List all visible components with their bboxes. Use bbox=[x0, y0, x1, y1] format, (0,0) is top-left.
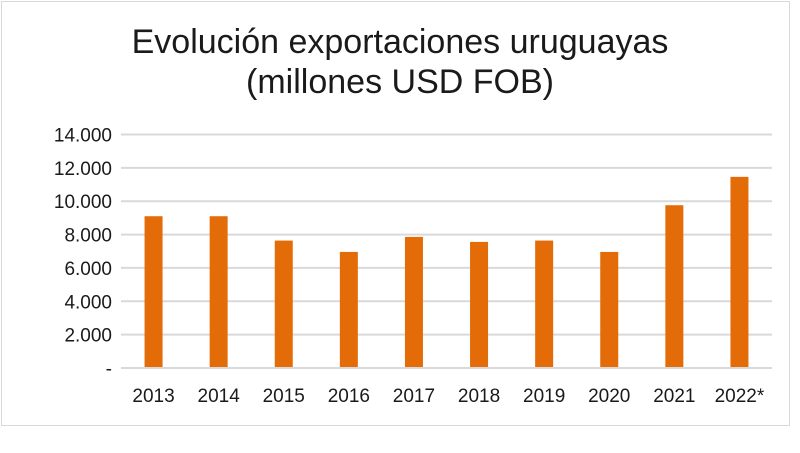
y-tick-label: 2.000 bbox=[64, 326, 112, 347]
x-tick-label: 2017 bbox=[393, 386, 435, 407]
bar-2020 bbox=[600, 251, 619, 367]
x-tick-label: 2021 bbox=[653, 386, 695, 407]
bar-2013 bbox=[144, 216, 163, 367]
x-tick-label: 2013 bbox=[132, 386, 174, 407]
y-tick-label: - bbox=[106, 359, 112, 380]
y-tick-label: 4.000 bbox=[64, 292, 112, 313]
x-tick-label: 2015 bbox=[263, 386, 305, 407]
bar-2022 bbox=[730, 176, 749, 367]
chart-title-line1: Evolución exportaciones uruguayas bbox=[131, 23, 669, 61]
bar-2021 bbox=[665, 205, 684, 367]
y-tick-label: 12.000 bbox=[54, 159, 112, 180]
chart-title-line2: (millones USD FOB) bbox=[246, 63, 554, 101]
x-tick-label: 2016 bbox=[328, 386, 370, 407]
x-tick-label: 2018 bbox=[458, 386, 500, 407]
y-tick-label: 14.000 bbox=[54, 126, 112, 147]
chart-frame bbox=[1, 1, 790, 426]
bar-2015 bbox=[274, 240, 293, 367]
bar-2019 bbox=[535, 240, 554, 367]
y-tick-label: 8.000 bbox=[64, 226, 112, 247]
bar-2018 bbox=[470, 241, 489, 367]
x-tick-label: 2014 bbox=[198, 386, 241, 407]
x-tick-label: 2020 bbox=[588, 386, 630, 407]
y-tick-label: 6.000 bbox=[64, 259, 112, 280]
chart-title: Evolución exportaciones uruguayas (millo… bbox=[0, 22, 800, 102]
bar-2014 bbox=[209, 216, 228, 367]
bar-2017 bbox=[404, 236, 423, 367]
x-tick-label: 2022* bbox=[715, 386, 765, 407]
y-tick-label: 10.000 bbox=[54, 192, 112, 213]
x-tick-label: 2019 bbox=[523, 386, 565, 407]
bar-2016 bbox=[339, 251, 358, 367]
